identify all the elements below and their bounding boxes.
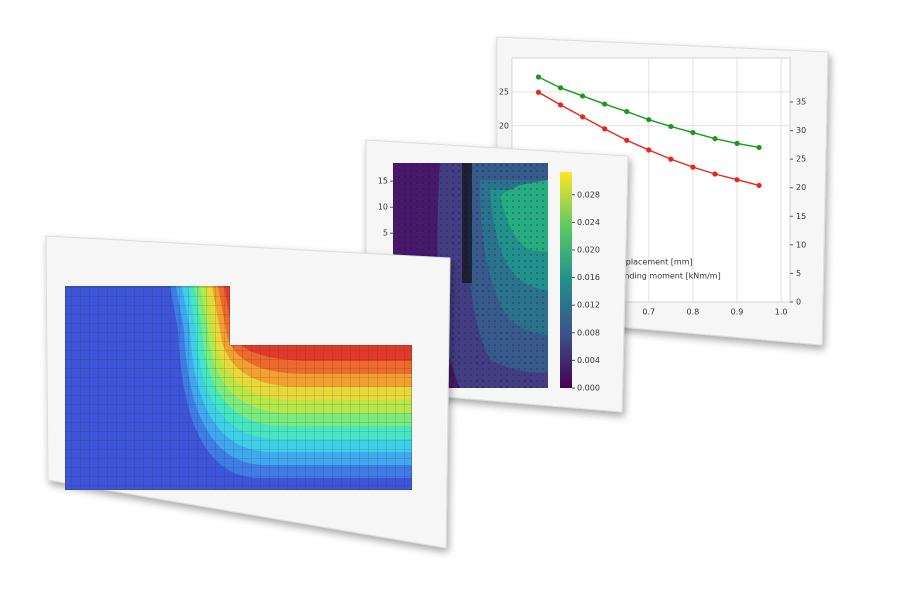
point [535,89,542,95]
legend-label: m bending moment [kNm/m] [604,272,721,281]
y2-tick-label: 5 [796,269,801,278]
point [668,156,674,162]
point [756,182,762,189]
point [535,74,542,80]
y2-tick-label: 35 [796,98,806,107]
point [602,126,608,132]
y-tick-label: 25 [499,87,509,96]
y2-tick-label: 25 [796,155,806,164]
y-tick-label: 15 [378,177,388,186]
y-tick-label: 5 [383,229,388,238]
contour-chart: 5 10 15 0.000 0.004 0.008 0.012 0.016 0.020 0.024… [378,177,600,393]
colorbar-tick-label: 0.024 [577,218,600,227]
x-tick-label: 1.0 [775,308,788,317]
point [580,93,586,99]
y-tick-label: 10 [378,203,388,212]
colorbar-tick-label: 0.012 [577,301,600,310]
colorbar-tick-label: 0.000 [577,384,600,393]
point [646,147,652,153]
point [602,101,608,107]
point [557,102,564,108]
x-tick-label: 0.9 [731,308,744,317]
y2-tick-label: 0 [796,298,801,307]
y2-tick-label: 20 [796,183,806,192]
colorbar-tick-label: 0.016 [577,273,600,282]
point [646,117,652,123]
point [557,85,564,91]
point [712,171,718,177]
point [690,164,696,170]
point [580,114,586,120]
x-tick-label: 0.8 [687,308,700,317]
colorbar-tick-label: 0.004 [577,356,600,365]
y2-tick-label: 10 [796,240,806,249]
colorbar-tick-label: 0.020 [577,245,600,254]
point [668,123,674,130]
point [624,108,630,115]
point [624,137,630,143]
point [734,177,740,183]
point [756,144,762,151]
point [734,140,740,146]
legend-label: m displacement [mm] [604,258,693,267]
point [712,136,718,142]
y2-tick-label: 30 [796,126,806,135]
point [690,129,696,136]
colorbar-tick-label: 0.008 [577,328,600,337]
y-tick-label: 20 [499,121,509,130]
y2-tick-label: 15 [796,212,806,221]
colorbar-tick-label: 0.028 [577,190,600,199]
x-tick-label: 0.7 [642,308,655,317]
line-chart: 0.7 0.8 0.9 1.0 20 25 0 5 10 15 20 25 30 35 m displace… [499,58,806,317]
front-panel [45,235,451,549]
